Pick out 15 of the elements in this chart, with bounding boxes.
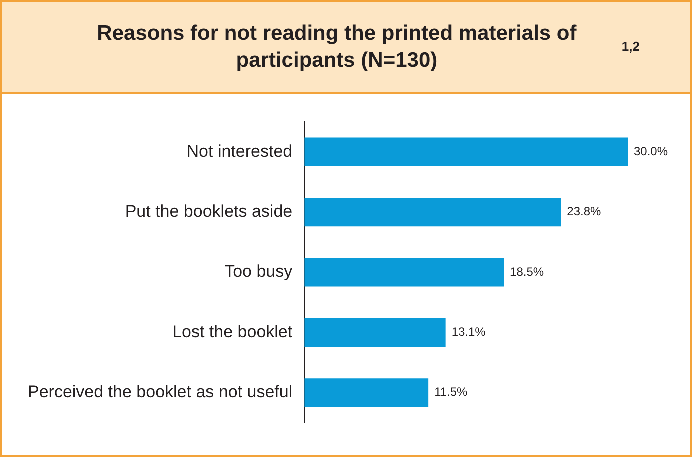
bar	[304, 138, 628, 166]
bar	[304, 198, 562, 227]
data-label: 23.8%	[567, 204, 602, 219]
bar	[304, 258, 504, 287]
data-label: 30.0%	[634, 144, 668, 158]
data-label: 13.1%	[452, 325, 486, 340]
y-tick-label: Too busy	[224, 262, 294, 282]
y-tick-label: Lost the booklet	[172, 322, 293, 342]
y-tick-label: Not interested	[186, 142, 293, 161]
bar	[304, 318, 446, 347]
bar	[304, 378, 429, 408]
data-label: 11.5%	[434, 385, 468, 400]
y-tick-label: Put the booklets aside	[125, 202, 293, 221]
data-label: 18.5%	[510, 264, 544, 279]
y-tick-label: Perceived the booklet as not useful	[28, 382, 293, 402]
